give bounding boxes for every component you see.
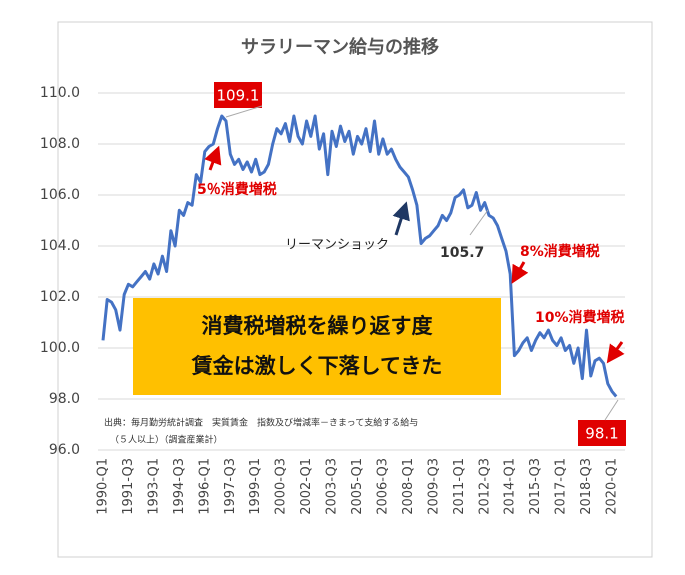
x-tick-label: 2003-Q3 — [325, 458, 340, 515]
label-box — [214, 82, 262, 108]
annotation: 10%消費増税 — [535, 309, 625, 326]
message-line: 消費税増税を繰り返す度 — [202, 314, 433, 338]
annotation: 109.1 — [217, 87, 260, 105]
line — [101, 114, 618, 398]
y-tick-label: 110.0 — [40, 85, 80, 101]
leader — [225, 105, 263, 118]
x-tick-label: 2008-Q1 — [401, 458, 416, 515]
leader — [604, 399, 619, 421]
x-tick-label: 2020-Q1 — [605, 458, 620, 515]
x-tick-label: 2002-Q1 — [299, 458, 314, 515]
x-tick-label: 2009-Q3 — [426, 458, 441, 515]
message-box — [133, 298, 501, 395]
arrow — [606, 341, 625, 364]
x-tick-label: 2014-Q1 — [503, 458, 518, 515]
arrow — [392, 201, 410, 236]
x-tick-label: 1997-Q3 — [223, 458, 238, 515]
y-tick-label: 98.0 — [49, 391, 80, 407]
y-tick-label: 104.0 — [40, 238, 80, 254]
x-tick-label: 1990-Q1 — [96, 458, 111, 515]
x-tick-label: 2000-Q3 — [274, 458, 289, 515]
arrow — [511, 261, 529, 284]
annotation: 5％消費増税 — [197, 181, 277, 198]
x-tick-label: 2012-Q3 — [477, 458, 492, 515]
y-tick-label: 100.0 — [40, 340, 80, 356]
arrow — [204, 145, 222, 171]
source: （５人以上）（調査産業計） — [110, 434, 223, 446]
x-tick-label: 1994-Q3 — [172, 458, 187, 515]
x-tick-label: 2017-Q1 — [554, 458, 569, 515]
y-tick-label: 96.0 — [49, 442, 80, 458]
y-tick-label: 102.0 — [40, 289, 80, 305]
annotation: 8%消費増税 — [520, 243, 600, 260]
leader — [469, 209, 489, 236]
annotation: 105.7 — [440, 245, 484, 261]
x-tick-label: 2011-Q1 — [452, 458, 467, 515]
message-line: 賃金は激しく下落してきた — [191, 354, 443, 378]
x-tick-label: 2006-Q3 — [375, 458, 390, 515]
chart-frame — [57, 21, 653, 558]
x-tick-label: 1996-Q1 — [197, 458, 212, 515]
chart-title: サラリーマン給与の推移 — [241, 36, 439, 58]
label-box — [578, 420, 626, 446]
annotation: 98.1 — [585, 425, 618, 443]
x-tick-label: 1999-Q1 — [248, 458, 263, 515]
x-tick-label: 2015-Q3 — [528, 458, 543, 515]
x-tick-label: 2018-Q3 — [579, 458, 594, 515]
x-tick-label: 1991-Q3 — [121, 458, 136, 515]
x-tick-label: 1993-Q1 — [146, 458, 161, 515]
grid: 96.0 98.0 100.0 102.0 104.0 106.0 108.0 110.0 19… — [40, 85, 625, 515]
annotation: リーマンショック — [285, 238, 389, 253]
plot — [101, 114, 618, 398]
y-tick-label: 106.0 — [40, 187, 80, 203]
x-tick-label: 2005-Q1 — [350, 458, 365, 515]
y-tick-label: 108.0 — [40, 136, 80, 152]
source: 出典：毎月勤労統計調査 実質賃金 指数及び増減率－きまって支給する給与 — [104, 417, 418, 429]
